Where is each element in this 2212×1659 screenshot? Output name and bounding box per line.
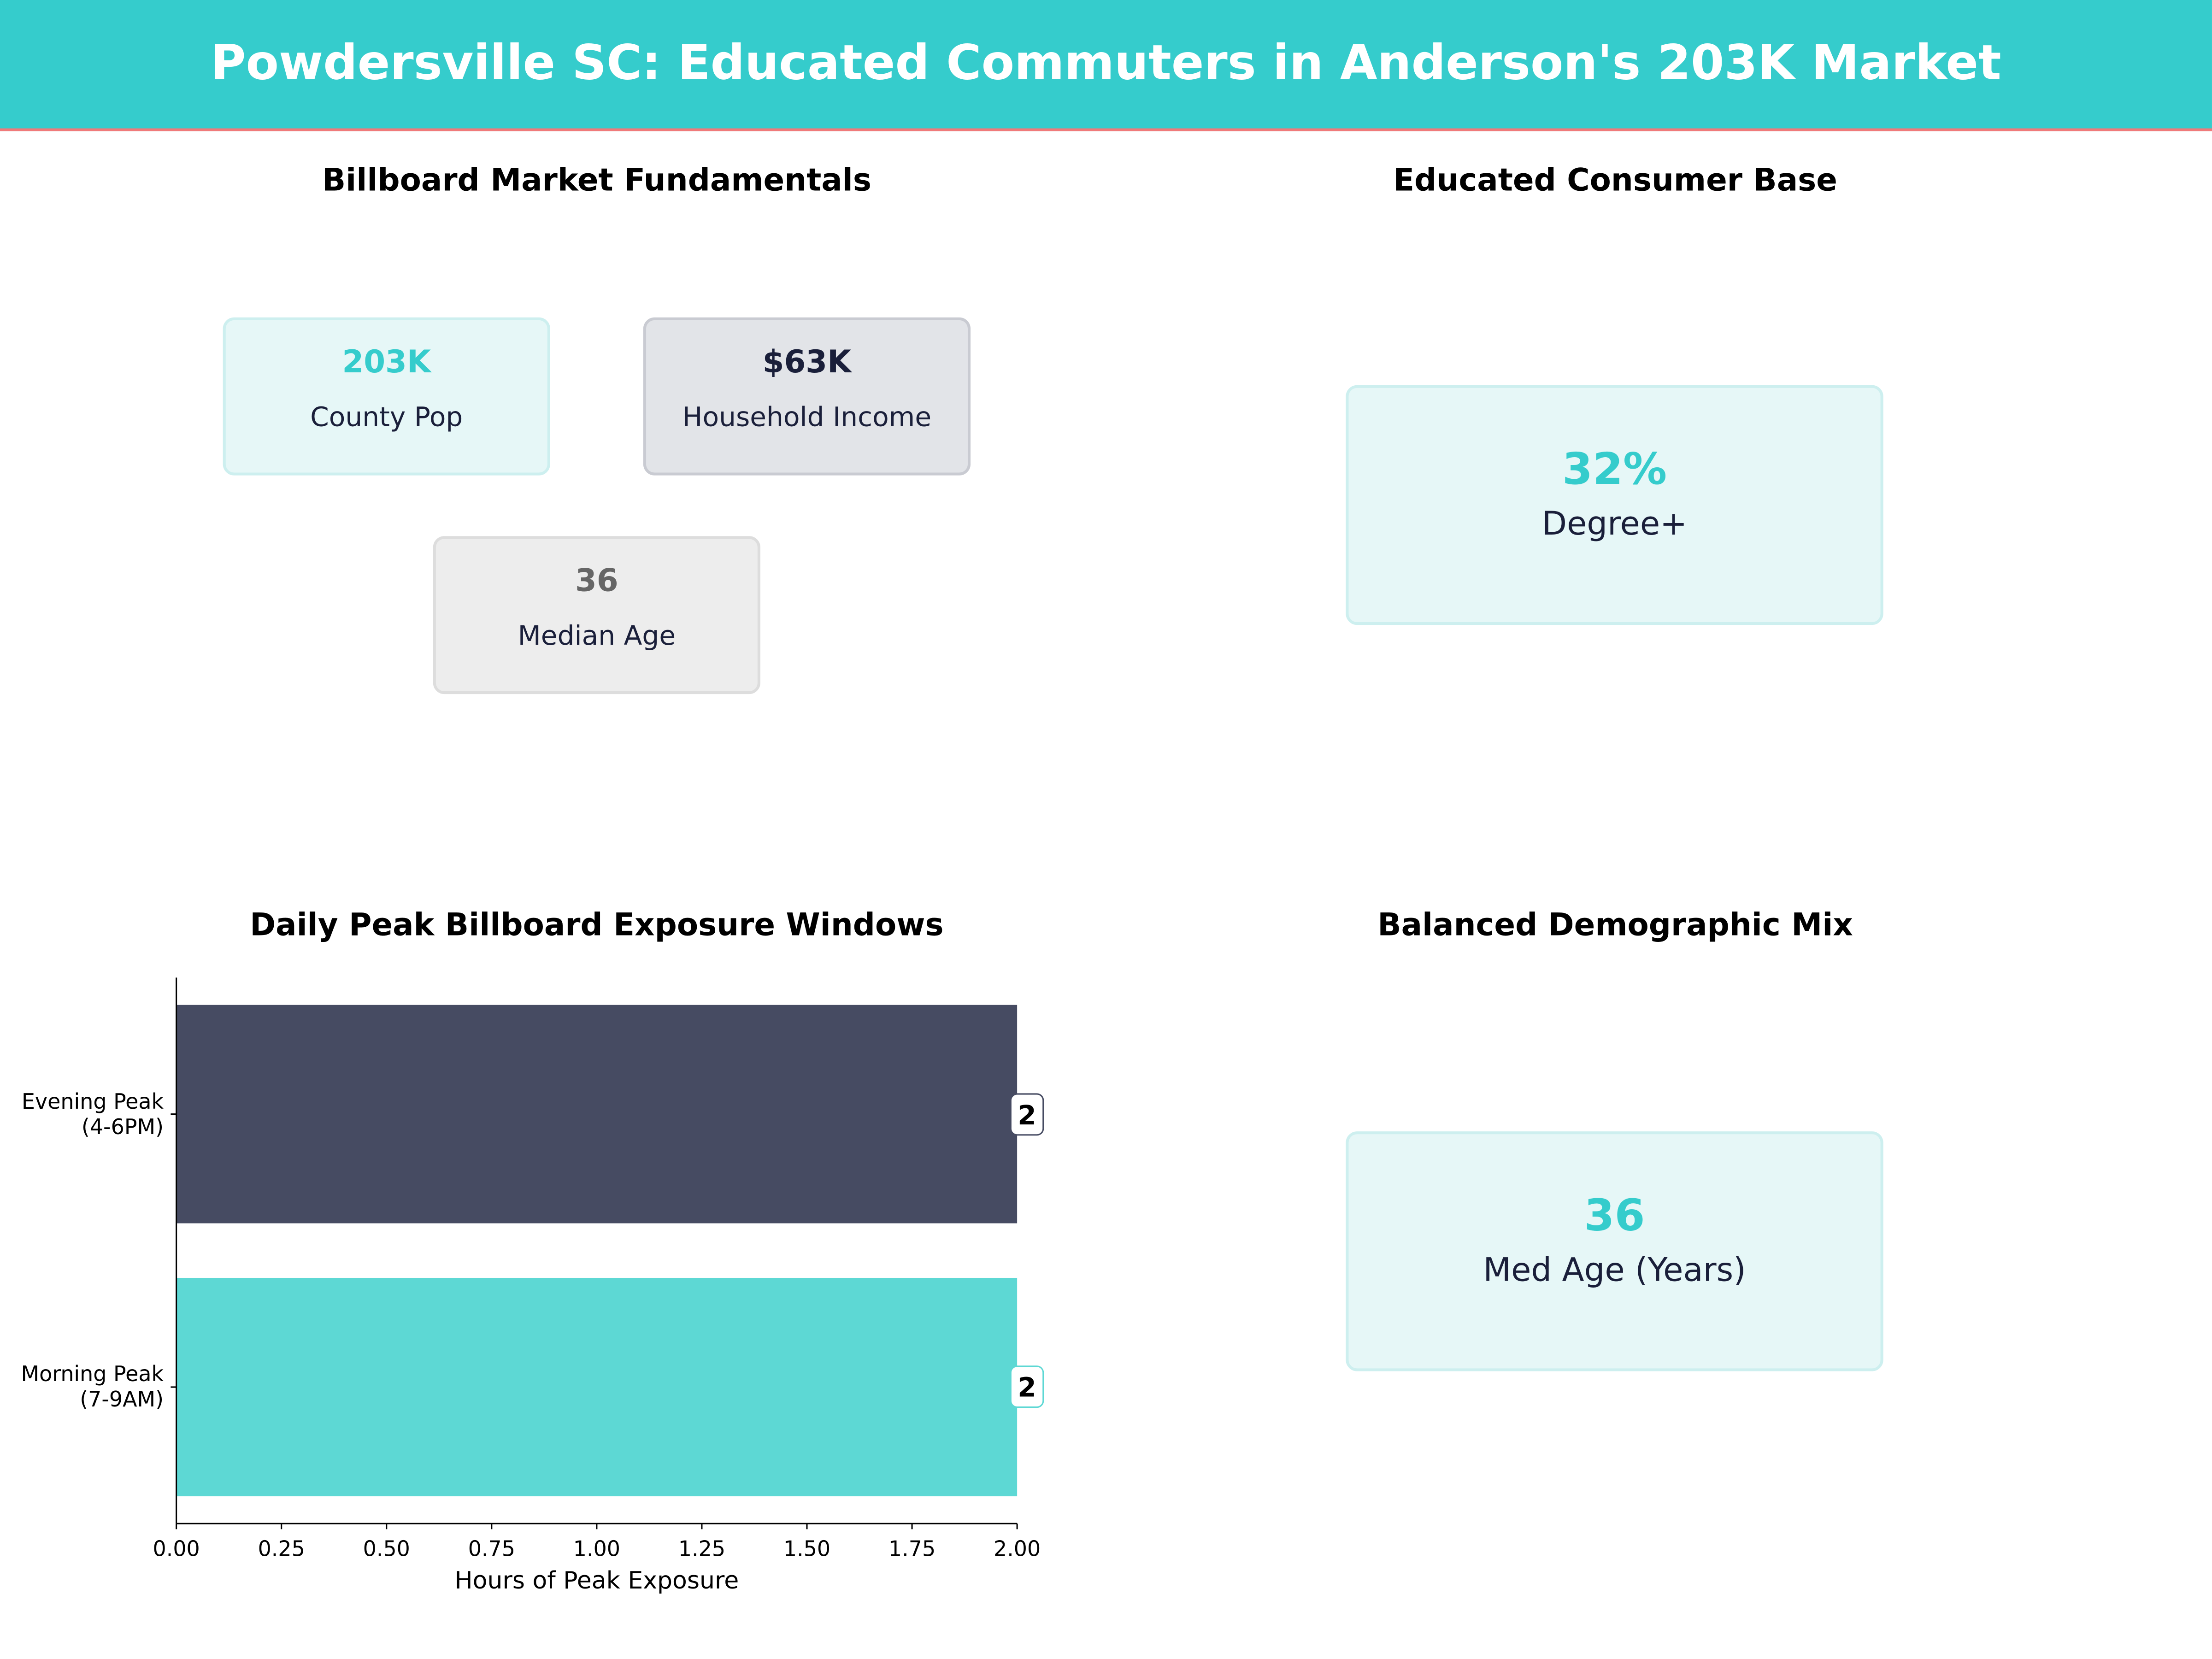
card-label: County Pop: [310, 402, 463, 433]
y-tick-label-line: Morning Peak: [21, 1361, 164, 1387]
y-tick-label: Evening Peak (4-6PM): [0, 1088, 164, 1139]
demographic-title: Balanced Demographic Mix: [1377, 908, 1853, 944]
data-label: 2: [1010, 1366, 1044, 1408]
x-tick-label: 0.00: [153, 1536, 200, 1562]
data-label: 2: [1010, 1093, 1044, 1135]
med-age-label: Med Age (Years): [1483, 1253, 1746, 1289]
y-tick-label-line: (4-6PM): [81, 1114, 164, 1140]
x-tick-label: 1.25: [678, 1536, 726, 1562]
median-age-card: 36 Median Age: [433, 536, 760, 694]
card-value: 203K: [342, 345, 431, 381]
degree-label: Degree+: [1541, 506, 1688, 543]
degree-card: 32% Degree+: [1346, 385, 1883, 625]
card-label: Household Income: [682, 402, 932, 433]
degree-value: 32%: [1562, 444, 1667, 495]
household-income-card: $63K Household Income: [643, 317, 971, 476]
y-tick-label-line: (7-9AM): [80, 1387, 164, 1413]
card-value: 36: [575, 564, 618, 600]
card-label: Median Age: [518, 620, 676, 652]
fundamentals-title: Billboard Market Fundamentals: [322, 164, 871, 199]
x-tick-label: 2.00: [993, 1536, 1041, 1562]
x-tick-label: 1.00: [573, 1536, 621, 1562]
education-title: Educated Consumer Base: [1393, 164, 1837, 199]
card-value: $63K: [762, 345, 852, 381]
county-pop-card: 203K County Pop: [223, 317, 550, 476]
bar: [176, 1277, 1018, 1496]
chart-title: Daily Peak Billboard Exposure Windows: [250, 908, 944, 944]
med-age-card: 36 Med Age (Years): [1346, 1131, 1883, 1371]
x-axis-label: Hours of Peak Exposure: [454, 1567, 739, 1596]
bar: [176, 1005, 1018, 1224]
page-title: Powdersville SC: Educated Commuters in A…: [211, 35, 2001, 92]
x-tick-label: 0.75: [468, 1536, 515, 1562]
med-age-value: 36: [1584, 1190, 1645, 1241]
x-tick-label: 0.25: [258, 1536, 305, 1562]
x-tick-label: 1.75: [888, 1536, 936, 1562]
x-tick-label: 0.50: [363, 1536, 410, 1562]
y-tick-label: Morning Peak (7-9AM): [0, 1362, 164, 1412]
header-banner: [0, 0, 2212, 131]
y-tick-label-line: Evening Peak: [21, 1088, 164, 1114]
x-tick-label: 1.50: [783, 1536, 831, 1562]
